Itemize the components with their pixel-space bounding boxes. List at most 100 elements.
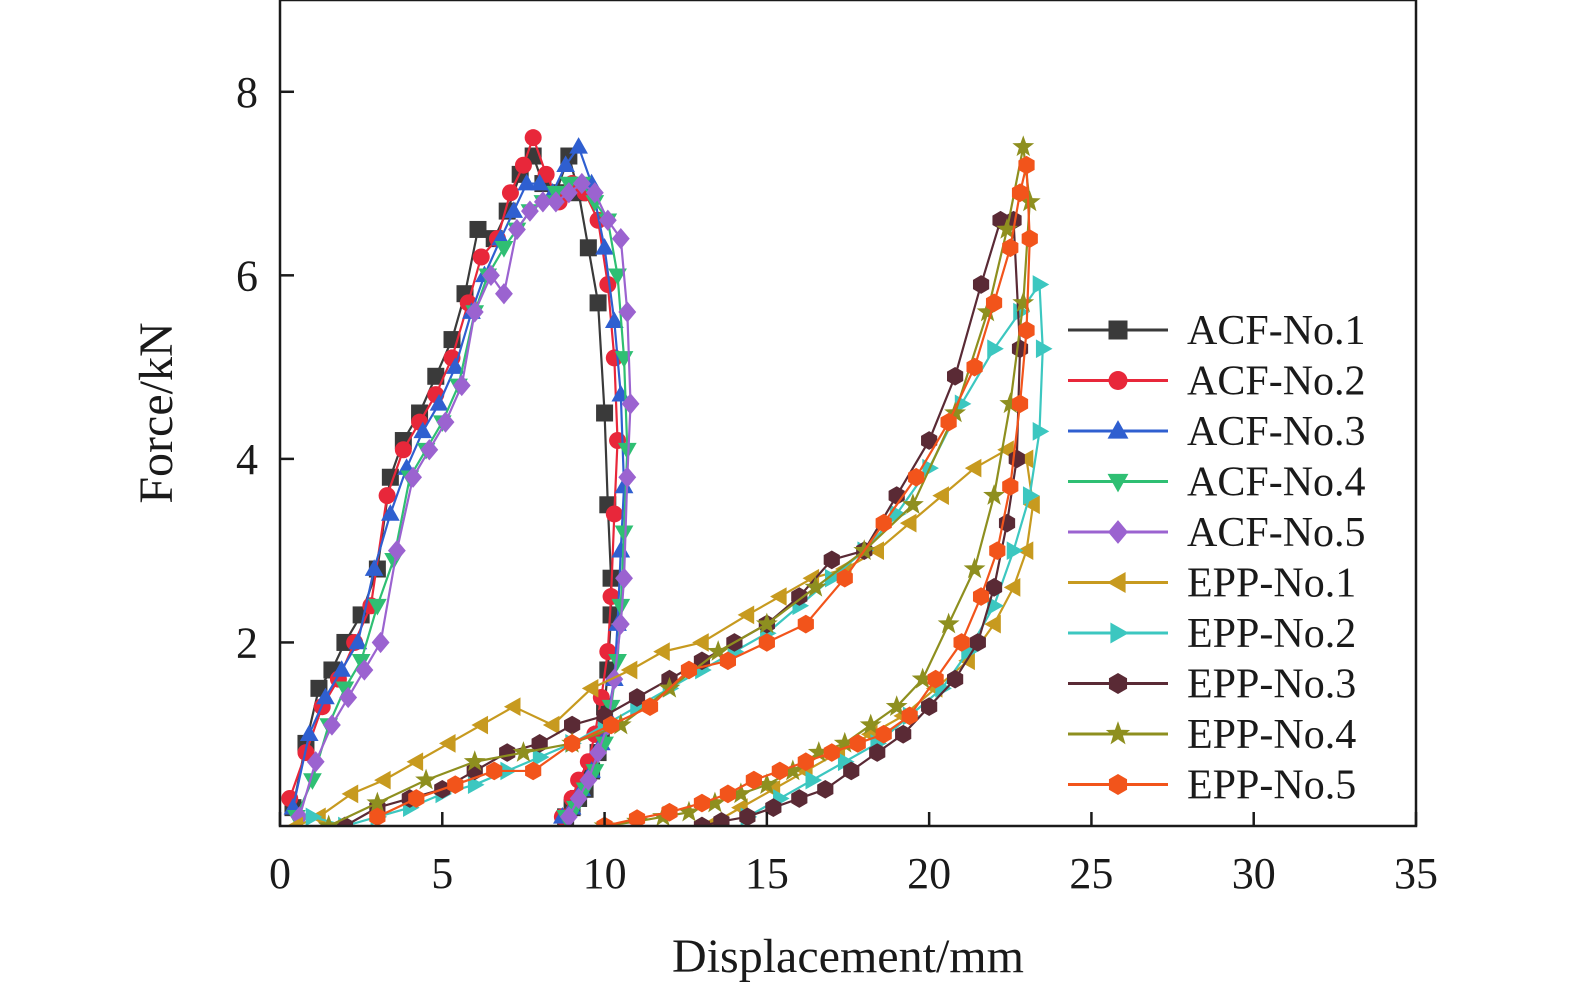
data-point: [902, 493, 924, 515]
data-point: [987, 339, 1004, 359]
data-point: [739, 807, 756, 826]
data-point: [495, 283, 513, 305]
data-point: [323, 714, 341, 736]
x-tick-label: 5: [431, 849, 453, 898]
data-point: [445, 357, 465, 374]
data-point: [621, 393, 640, 415]
data-point: [381, 504, 400, 521]
data-point: [579, 239, 597, 257]
data-point: [585, 764, 605, 781]
x-tick-label: 30: [1232, 849, 1276, 898]
data-point: [618, 466, 637, 488]
legend-item: ACF-No.4: [1068, 460, 1366, 506]
data-point: [316, 687, 335, 705]
data-point: [996, 217, 1018, 239]
data-point: [976, 300, 999, 322]
data-point: [517, 173, 537, 191]
data-point: [823, 743, 840, 762]
data-point: [408, 789, 425, 808]
data-point: [339, 686, 358, 709]
data-point: [336, 816, 354, 826]
data-point: [364, 559, 384, 576]
legend-label: EPP-No.2: [1187, 611, 1356, 657]
x-tick-label: 20: [907, 849, 951, 898]
data-point: [823, 550, 840, 570]
x-tick-label: 0: [269, 849, 291, 898]
data-point: [514, 156, 532, 174]
data-point: [1012, 135, 1035, 157]
legend-marker: [1107, 420, 1129, 439]
data-point: [843, 761, 860, 781]
data-point: [355, 659, 374, 681]
data-point: [598, 209, 617, 231]
data-point: [628, 809, 646, 826]
data-point: [1011, 394, 1029, 414]
data-point: [999, 392, 1022, 414]
data-point: [608, 654, 627, 671]
data-point: [1018, 321, 1035, 340]
data-point: [989, 541, 1006, 561]
data-point: [987, 596, 1004, 616]
data-point: [524, 129, 542, 147]
data-point: [805, 770, 823, 790]
data-point: [368, 598, 387, 616]
data-point: [501, 184, 519, 202]
data-point: [859, 713, 882, 735]
data-point: [869, 743, 886, 762]
data-point: [895, 724, 912, 744]
series-line: [312, 283, 1044, 826]
legend-marker: [1108, 371, 1128, 390]
data-point: [983, 484, 1005, 505]
data-point: [503, 697, 521, 717]
data-point: [985, 293, 1003, 313]
data-point: [719, 651, 737, 671]
y-axis-label: Force/kN: [130, 322, 183, 503]
data-point: [737, 605, 755, 625]
data-point: [351, 654, 371, 671]
legend-label: ACF-No.4: [1187, 460, 1366, 506]
data-point: [964, 458, 982, 478]
data-point: [290, 806, 309, 826]
series-epp-no-4: [317, 135, 1041, 826]
data-point: [604, 311, 624, 329]
data-point: [885, 695, 908, 716]
data-point: [564, 715, 581, 735]
data-point: [420, 439, 439, 461]
series-line: [291, 154, 613, 818]
data-point: [520, 200, 539, 222]
data-point: [585, 182, 604, 204]
data-point: [969, 633, 986, 652]
data-point: [849, 734, 866, 753]
x-tick-label: 10: [583, 849, 627, 898]
data-point: [611, 598, 631, 616]
data-point: [641, 697, 659, 717]
data-point: [770, 587, 787, 606]
data-point: [306, 751, 325, 773]
data-point: [546, 191, 565, 213]
data-point: [921, 697, 938, 717]
data-point: [406, 752, 424, 772]
legend-item: ACF-No.5: [1068, 510, 1366, 556]
data-point: [482, 264, 500, 286]
y-tick-label: 2: [236, 618, 258, 667]
x-axis-label: Displacement/mm: [672, 930, 1024, 983]
legend-item: EPP-No.1: [1068, 561, 1356, 607]
data-point: [836, 568, 853, 588]
series-line: [295, 448, 1035, 826]
legend-label: EPP-No.1: [1187, 561, 1356, 607]
data-point: [804, 575, 827, 597]
y-tick-label: 4: [236, 435, 258, 484]
data-point: [436, 411, 455, 433]
data-point: [499, 743, 516, 762]
series-epp-no-1: [286, 440, 1040, 826]
legend-marker: [1108, 774, 1128, 795]
legend-label: EPP-No.4: [1187, 712, 1356, 758]
data-point: [614, 476, 634, 494]
legend-label: EPP-No.3: [1187, 662, 1356, 708]
data-point: [797, 752, 814, 772]
data-point: [465, 301, 484, 323]
data-point: [614, 525, 634, 543]
data-point: [1016, 449, 1034, 469]
data-point: [617, 442, 637, 460]
